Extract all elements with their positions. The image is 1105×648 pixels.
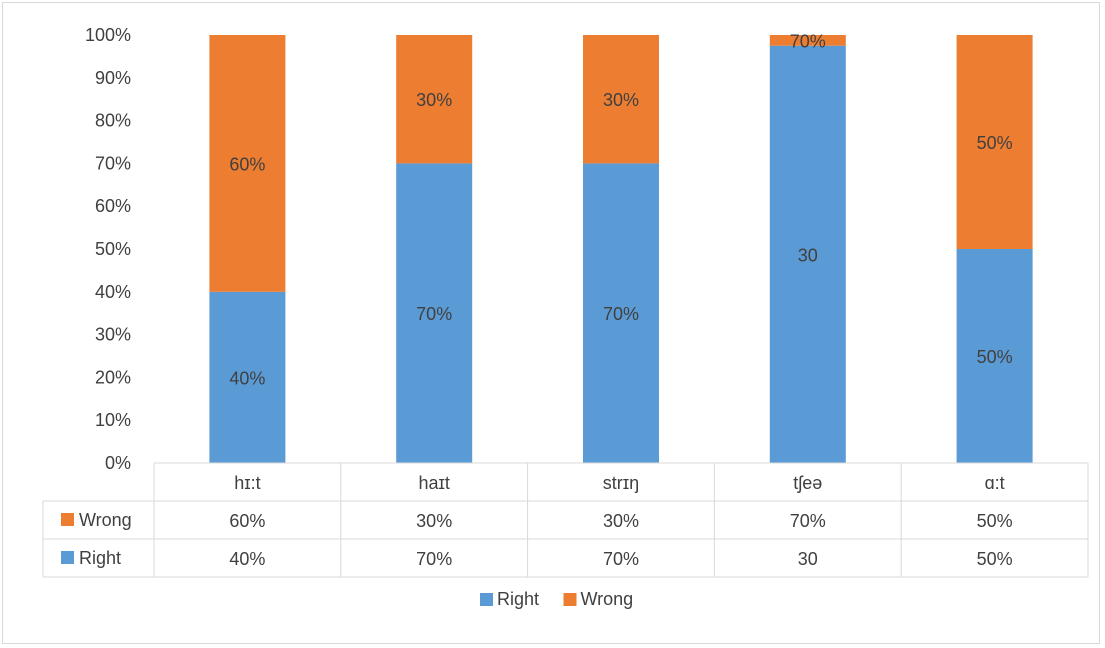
table-cell: 30% [603, 511, 639, 531]
data-label: 70% [416, 304, 452, 324]
legend-label: Wrong [581, 589, 634, 609]
data-label: 60% [229, 154, 265, 174]
x-category-label: haɪt [418, 473, 449, 493]
table-cell: 50% [977, 549, 1013, 569]
data-label: 30 [798, 245, 818, 265]
y-tick-label: 30% [95, 325, 131, 345]
data-label: 30% [603, 90, 639, 110]
table-legend-key [61, 513, 74, 526]
legend: Right Wrong [480, 589, 633, 609]
data-label: 70% [603, 304, 639, 324]
table-legend-key [61, 551, 74, 564]
table-cell: 30 [798, 549, 818, 569]
bar-segment-wrong [769, 35, 846, 46]
bar-segment-right [583, 163, 659, 463]
y-tick-label: 20% [95, 367, 131, 387]
table-cell: 60% [229, 511, 265, 531]
table-series-name: Right [79, 548, 121, 568]
bar-segment-wrong [209, 35, 286, 292]
table-cell: 70% [416, 549, 452, 569]
bars: 40% 60% 70% 30% 70% 30% 30 70% 50% 50% [209, 31, 1033, 463]
table-cell: 70% [790, 511, 826, 531]
y-tick-label: 100% [85, 25, 131, 45]
y-tick-label: 50% [95, 239, 131, 259]
y-tick-label: 10% [95, 410, 131, 430]
data-label: 40% [229, 368, 265, 388]
y-tick-label: 60% [95, 196, 131, 216]
x-category-label: strɪŋ [603, 473, 639, 493]
bar-segment-wrong [956, 35, 1033, 249]
y-axis: 0% 10% 20% 30% 40% 50% 60% 70% 80% 90% 100% [85, 25, 131, 473]
table-cell: 30% [416, 511, 452, 531]
bar-segment-right [209, 291, 286, 463]
bar-segment-wrong [396, 35, 473, 164]
data-table: hɪ:t haɪt strɪŋ tʃeə ɑ:t Wrong 60% 30% 30% 70% 50%… [42, 462, 1089, 578]
table-cell: 50% [977, 511, 1013, 531]
legend-swatch [563, 593, 577, 606]
bar-segment-right [956, 249, 1033, 463]
bar-segment-right [769, 45, 846, 463]
x-category-label: hɪ:t [234, 473, 260, 493]
data-label: 30% [416, 90, 452, 110]
bar-segment-right [396, 163, 473, 463]
table-series-name: Wrong [79, 510, 132, 530]
data-label: 50% [977, 133, 1013, 153]
y-tick-label: 90% [95, 68, 131, 88]
y-tick-label: 70% [95, 153, 131, 173]
y-tick-label: 80% [95, 111, 131, 131]
y-tick-label: 40% [95, 282, 131, 302]
data-label: 70% [790, 31, 826, 51]
table-cell: 70% [603, 549, 639, 569]
x-category-label: ɑ:t [985, 473, 1005, 493]
x-category-label: tʃeə [793, 473, 822, 493]
bar-segment-wrong [583, 35, 659, 164]
y-tick-label: 0% [105, 453, 131, 473]
data-label: 50% [977, 347, 1013, 367]
legend-swatch [480, 593, 493, 606]
table-cell: 40% [229, 549, 265, 569]
legend-label: Right [497, 589, 539, 609]
